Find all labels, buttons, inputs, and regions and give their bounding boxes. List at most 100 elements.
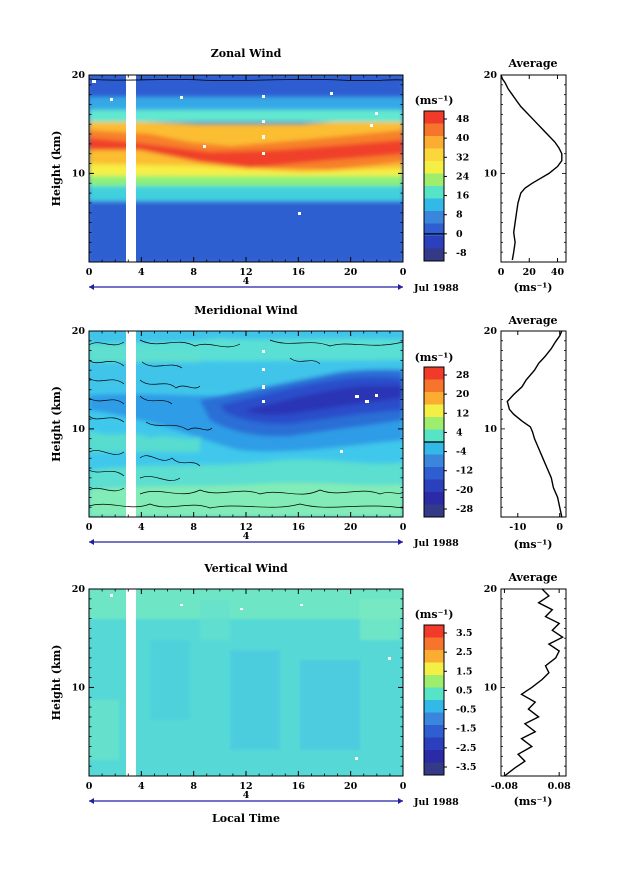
zonal-colorbar-label: 8 [456,210,463,221]
zonal-colorbar-label: 24 [456,171,470,182]
meridional-colorbar-swatch [424,417,444,430]
vertical-wind-title: Vertical Wind [203,562,288,575]
meridional-profile: Average -10 0 10 20 (ms⁻¹) [484,314,567,551]
vertical-colorbar-swatch [424,725,444,738]
meridional-colorbar-swatch [424,379,444,393]
meridional-y-axis-label: Height (km) [50,386,63,462]
zonal-day-bar-arrow-right [398,284,403,290]
zonal-data-gap [126,75,136,262]
meridional-x-tick-label: 8 [190,522,197,533]
vertical-colorbar-swatch [424,625,444,638]
vertical-data-gap [126,589,136,776]
zonal-colorbar-swatch [424,161,444,174]
vertical-x-tick-label: 8 [190,781,197,792]
vertical-date-label: Jul 1988 [413,797,459,808]
zonal-profile-x-tick-label: 40 [551,267,565,278]
meridional-profile-x-tick-label: 0 [556,522,563,533]
vertical-wind-panel: Vertical Wind (ms⁻¹) 3.5 2.5 1.5 0.5 -0.5 -1.… [88,562,572,825]
meridional-colorbar-label: 12 [456,408,469,419]
zonal-axes: 0 4 8 12 16 20 0 10 20 Height (km) 4 Jul 1988 [50,70,459,294]
zonal-colorbar-label: 40 [456,133,470,144]
meridional-colorbar-swatch [424,454,444,468]
meridional-y-tick-label: 10 [72,424,86,435]
vertical-profile-y-tick-label: 20 [484,584,498,595]
meridional-colorbar-swatch [424,467,444,480]
meridional-wind-panel: Meridional Wind [88,304,567,551]
zonal-profile-line [500,74,563,261]
meridional-profile-line [506,330,563,518]
zonal-colorbar-label: 16 [456,191,470,202]
zonal-y-tick-label: 20 [72,70,86,81]
meridional-profile-unit: (ms⁻¹) [514,538,553,551]
meridional-axes: 0 4 8 12 16 20 0 10 20 Height (km) 4 Jul 1988 [50,326,459,549]
zonal-colorbar-swatch [424,223,444,237]
zonal-day-label: 4 [243,276,250,287]
zonal-profile-unit: (ms⁻¹) [514,281,553,294]
vertical-colorbar-swatch [424,675,444,688]
vertical-profile-x-tick-label: 0.08 [548,781,572,792]
zonal-profile-y-tick-label: 20 [484,70,498,81]
vertical-colorbar-swatch [424,650,444,663]
zonal-colorbar-label: 0 [456,229,463,240]
zonal-colorbar-swatch [424,111,444,124]
vertical-colorbar-swatch [424,750,444,763]
meridional-colorbar-swatch [424,392,444,405]
meridional-colorbar-swatch [424,429,444,443]
vertical-colorbar-frame [423,624,445,776]
meridional-colorbar-label: 4 [456,427,463,438]
meridional-colorbar-swatch [424,492,444,505]
zonal-colorbar-frame [423,110,445,262]
vertical-x-tick-label: 12 [239,781,252,792]
meridional-y-tick-label: 20 [72,326,86,337]
meridional-colorbar-swatch [424,442,444,455]
zonal-wind-title: Zonal Wind [211,47,282,60]
vertical-profile-x-tick-label: -0.08 [491,781,518,792]
meridional-colorbar-label: -28 [456,504,474,515]
zonal-colorbar-swatch [424,186,444,199]
zonal-colorbar: (ms⁻¹) 48 40 32 24 16 8 0 -8 [415,94,470,262]
vertical-y-axis-label: Height (km) [50,645,63,721]
zonal-date-label: Jul 1988 [413,283,459,294]
vertical-colorbar-label: 2.5 [456,647,473,658]
meridional-colorbar-swatch [424,504,444,518]
zonal-colorbar-label: 48 [456,114,470,125]
zonal-x-tick-label: 4 [138,267,145,278]
meridional-x-tick-label: 12 [239,522,252,533]
vertical-colorbar-label: -3.5 [456,762,476,773]
vertical-profile-y-tick-label: 10 [484,682,498,693]
vertical-colorbar-unit: (ms⁻¹) [415,608,454,621]
meridional-date-label: Jul 1988 [413,538,459,549]
meridional-colorbar-swatch [424,367,444,380]
vertical-x-tick-label: 16 [292,781,306,792]
meridional-colorbar-swatch [424,404,444,418]
vertical-colorbar-swatch [424,737,444,751]
meridional-wind-heatmap [89,331,403,517]
vertical-colorbar-label: -0.5 [456,705,476,716]
meridional-profile-title: Average [507,314,557,327]
meridional-colorbar-unit: (ms⁻¹) [415,351,454,364]
zonal-colorbar-swatch [424,148,444,162]
zonal-wind-heatmap [89,75,403,262]
zonal-x-tick-label: 0 [400,267,407,278]
zonal-profile-title: Average [507,57,557,70]
zonal-profile-x-tick-label: 0 [498,267,505,278]
meridional-colorbar-label: -20 [456,485,474,496]
zonal-profile: Average 0 20 40 10 20 (ms⁻¹) [484,57,567,294]
zonal-profile-y-tick-label: 10 [484,168,498,179]
vertical-colorbar-label: 3.5 [456,628,473,639]
meridional-colorbar-swatch [424,479,444,493]
vertical-colorbar: (ms⁻¹) 3.5 2.5 1.5 0.5 -0.5 -1.5 -2.5 -3.5 [415,608,476,776]
vertical-wind-heatmap [89,589,403,776]
meridional-day-label: 4 [243,531,250,542]
meridional-colorbar-label: -12 [456,466,473,477]
zonal-y-tick-label: 10 [72,168,86,179]
zonal-x-tick-label: 8 [190,267,197,278]
vertical-colorbar-swatch [424,712,444,726]
zonal-colorbar-swatch [424,198,444,212]
meridional-x-tick-label: 16 [292,522,306,533]
zonal-x-tick-label: 12 [239,267,252,278]
zonal-colorbar-swatch [424,211,444,224]
x-axis-label: Local Time [212,812,280,825]
zonal-colorbar-label: 32 [456,152,469,163]
